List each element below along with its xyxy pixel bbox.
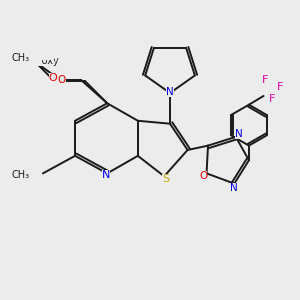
Text: N: N bbox=[166, 87, 174, 98]
Text: methoxy: methoxy bbox=[16, 53, 59, 63]
Text: F: F bbox=[262, 75, 268, 85]
Text: F: F bbox=[276, 82, 283, 92]
Text: N: N bbox=[101, 170, 110, 180]
Text: O: O bbox=[58, 75, 66, 85]
Text: N: N bbox=[235, 129, 243, 139]
Text: S: S bbox=[162, 174, 169, 184]
Text: N: N bbox=[230, 183, 238, 193]
Text: O: O bbox=[199, 171, 207, 181]
Text: methoxy: methoxy bbox=[16, 56, 59, 66]
Text: methoxy₂: methoxy₂ bbox=[14, 50, 54, 59]
Text: CH₃: CH₃ bbox=[11, 53, 29, 63]
Text: O: O bbox=[49, 74, 58, 83]
Text: F: F bbox=[269, 94, 275, 104]
Text: methoxy: methoxy bbox=[4, 55, 41, 64]
Text: CH₃: CH₃ bbox=[12, 170, 30, 180]
